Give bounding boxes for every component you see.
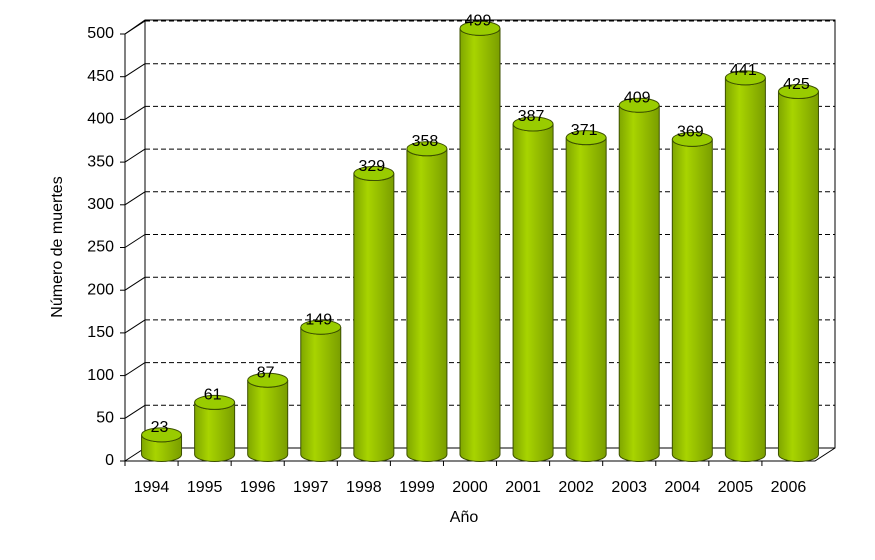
grid-line [124, 404, 146, 419]
x-tick-label: 1999 [399, 479, 435, 496]
bar-top [618, 97, 660, 113]
y-tick-label: 500 [87, 25, 114, 42]
y-tick-label: 0 [105, 452, 114, 469]
x-tick-label: 1998 [346, 479, 382, 496]
y-tick-label: 150 [87, 324, 114, 341]
y-tick-label: 400 [87, 111, 114, 128]
x-axis-title: Año [450, 509, 479, 526]
bar [565, 137, 607, 462]
grid-line [124, 234, 146, 248]
x-tick-label: 2003 [611, 479, 647, 496]
value-label: 358 [412, 133, 439, 150]
bar [671, 139, 713, 462]
x-tick-label: 2005 [718, 479, 754, 496]
x-tick-label: 2002 [558, 479, 594, 496]
grid-line [124, 276, 146, 291]
y-tick-label: 200 [87, 281, 114, 298]
bar [618, 105, 660, 462]
value-label: 23 [151, 419, 169, 436]
grid-line [124, 191, 146, 206]
value-label: 499 [465, 13, 492, 30]
x-tick-label: 2006 [771, 479, 807, 496]
value-label: 369 [677, 124, 704, 141]
grid-line [124, 63, 146, 78]
y-tick-label: 100 [87, 367, 114, 384]
bar [724, 77, 766, 462]
bar-top [194, 394, 236, 410]
bar-top [353, 166, 395, 182]
bar-top [247, 372, 289, 388]
bar-top [459, 20, 501, 36]
bar-top [512, 116, 554, 132]
grid-line [124, 105, 146, 120]
value-label: 425 [783, 76, 810, 93]
bar [353, 173, 395, 462]
grid-line [124, 319, 146, 334]
bar [459, 28, 501, 462]
y-tick-label: 250 [87, 239, 114, 256]
x-tick-label: 2004 [665, 479, 701, 496]
y-axis-title: Número de muertes [49, 176, 66, 317]
bar [777, 91, 819, 462]
bar [194, 402, 236, 462]
value-label: 387 [518, 108, 545, 125]
bar-top [671, 131, 713, 147]
value-label: 61 [204, 387, 222, 404]
value-label: 149 [305, 311, 332, 328]
y-tick-label: 300 [87, 196, 114, 213]
bar [300, 327, 342, 462]
x-tick-label: 2001 [505, 479, 541, 496]
bar-top [777, 84, 819, 100]
bar-top [406, 141, 448, 157]
bar-top [724, 70, 766, 86]
value-label: 441 [730, 62, 757, 79]
bar-top [565, 130, 607, 146]
value-label: 87 [257, 364, 275, 381]
bar [406, 148, 448, 462]
grid-line [124, 20, 146, 35]
grid-line [124, 362, 146, 377]
value-label: 371 [571, 122, 598, 139]
value-label: 409 [624, 89, 651, 106]
x-tick-label: 1997 [293, 479, 329, 496]
bar [247, 380, 289, 462]
x-tick-label: 2000 [452, 479, 488, 496]
x-tick-label: 1996 [240, 479, 276, 496]
x-tick-label: 1994 [134, 479, 170, 496]
bar-top [300, 319, 342, 335]
value-label: 329 [358, 158, 385, 175]
x-tick-label: 1995 [187, 479, 223, 496]
bar-top [141, 427, 183, 443]
bar [512, 123, 554, 462]
y-tick-label: 50 [96, 410, 114, 427]
y-tick-label: 350 [87, 153, 114, 170]
grid-line [124, 148, 146, 163]
y-tick-label: 450 [87, 68, 114, 85]
